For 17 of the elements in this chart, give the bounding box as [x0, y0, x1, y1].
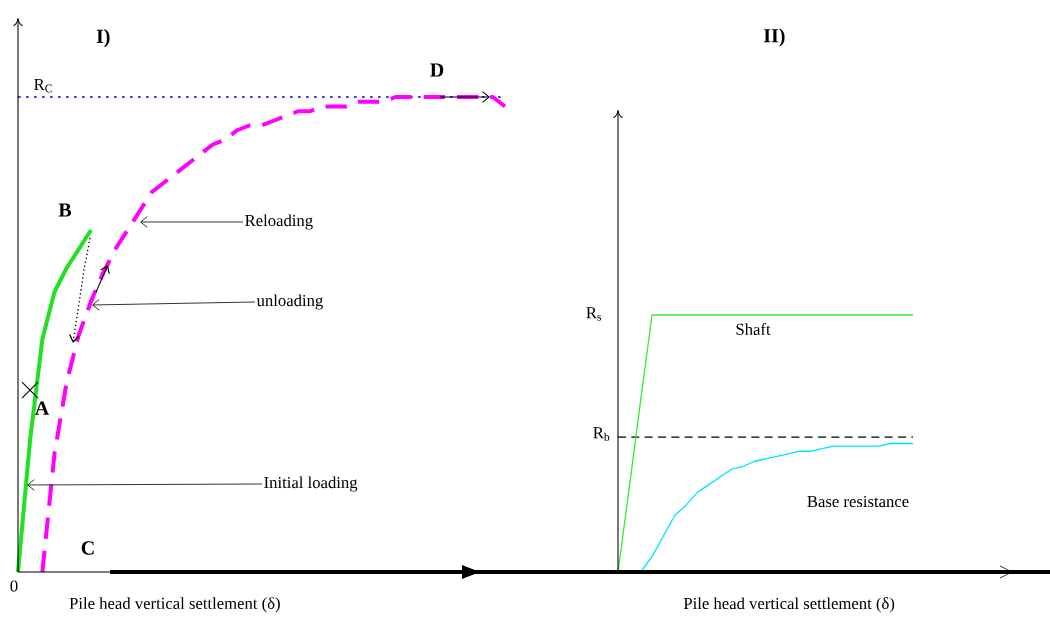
chart-title: I)	[96, 29, 110, 48]
text: 0	[10, 580, 18, 592]
text: R$_{s}$	[586, 307, 602, 321]
annotation: Initial loading	[264, 476, 358, 492]
annotation: A	[34, 401, 50, 415]
x-axis-title: Pile head vertical settlement (δ)	[683, 597, 895, 613]
series-label: Shaft	[736, 323, 771, 335]
ref-line-label: R$_{C}$	[34, 78, 52, 93]
annotation: D	[430, 63, 444, 77]
annotation: unloading	[256, 294, 323, 310]
annotation: Reloading	[245, 214, 313, 230]
x-axis-title: Pile head vertical settlement (δ)	[69, 597, 280, 613]
annotation: C	[81, 541, 94, 555]
annotation: B	[58, 203, 72, 217]
ref-line-label: R$_{b}$	[593, 427, 610, 441]
text: Base resistance	[807, 495, 909, 508]
chart-title: II)	[763, 28, 785, 47]
